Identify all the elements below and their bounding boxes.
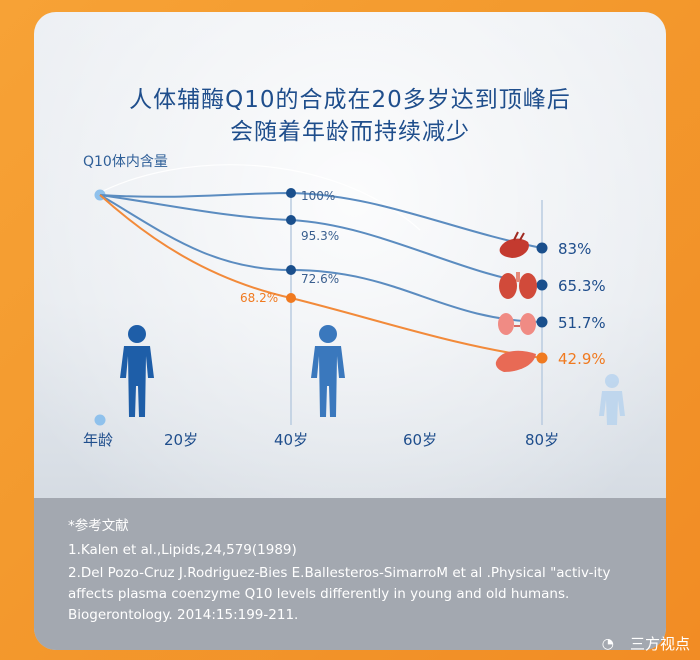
reference-2-line3: Biogerontology. 2014:15:199-211. <box>68 607 299 623</box>
x-tick-40: 40岁 <box>274 431 308 449</box>
lung-icon <box>499 272 537 299</box>
chart-title-line2: 会随着年龄而持续减少 <box>230 119 470 145</box>
point-s4-40 <box>286 293 296 303</box>
liver-icon <box>495 350 536 372</box>
label-s3-40: 72.6% <box>301 272 339 286</box>
point-s2-40 <box>286 215 296 225</box>
reference-2-line2: affects plasma coenzyme Q10 levels diffe… <box>68 586 570 602</box>
x-tick-80: 80岁 <box>525 431 559 449</box>
watermark-text: 三方视点 <box>629 635 690 653</box>
label-s1-80: 83% <box>558 240 591 258</box>
series-line-1 <box>99 191 543 249</box>
reference-2-line1: 2.Del Pozo-Cruz J.Rodriguez-Bies E.Balle… <box>68 565 611 581</box>
label-s2-40: 95.3% <box>301 229 339 243</box>
x-axis-label: 年龄 <box>83 431 113 449</box>
point-s2-80 <box>536 279 548 291</box>
point-s3-40 <box>286 265 296 275</box>
point-s1-80 <box>536 242 548 254</box>
infographic-card <box>34 12 666 650</box>
person-middle-icon <box>311 325 345 417</box>
background-glow <box>34 12 666 572</box>
label-s4-80: 42.9% <box>558 350 606 368</box>
chart-title-line1: 人体辅酶Q10的合成在20多岁达到顶峰后 <box>129 87 571 113</box>
weibo-icon: ◔ <box>601 636 614 652</box>
person-young-icon <box>120 325 154 417</box>
label-s3-80: 51.7% <box>558 314 606 332</box>
label-s1-40: 100% <box>301 189 335 203</box>
heart-icon <box>499 231 529 258</box>
label-s4-40: 68.2% <box>240 291 278 305</box>
series-line-2 <box>99 194 543 286</box>
person-old-icon <box>599 374 625 425</box>
reference-1: 1.Kalen et al.,Lipids,24,579(1989) <box>68 542 297 558</box>
x-tick-60: 60岁 <box>403 431 437 449</box>
series-line-3 <box>99 194 543 323</box>
label-s2-80: 65.3% <box>558 277 606 295</box>
line-chart: Q10体内含量 100% 95.3% 72.6% 68.2% 83% 65.3%… <box>83 154 625 449</box>
kidney-icon <box>498 313 536 335</box>
y-axis-label: Q10体内含量 <box>83 154 168 170</box>
decor-arc <box>94 164 421 231</box>
point-s1-40 <box>286 188 296 198</box>
point-s3-80 <box>536 316 548 328</box>
references-heading: *参考文献 <box>68 518 129 534</box>
point-s4-80 <box>536 352 548 364</box>
x-tick-20: 20岁 <box>164 431 198 449</box>
origin-point <box>94 414 106 426</box>
references-panel <box>34 498 666 650</box>
